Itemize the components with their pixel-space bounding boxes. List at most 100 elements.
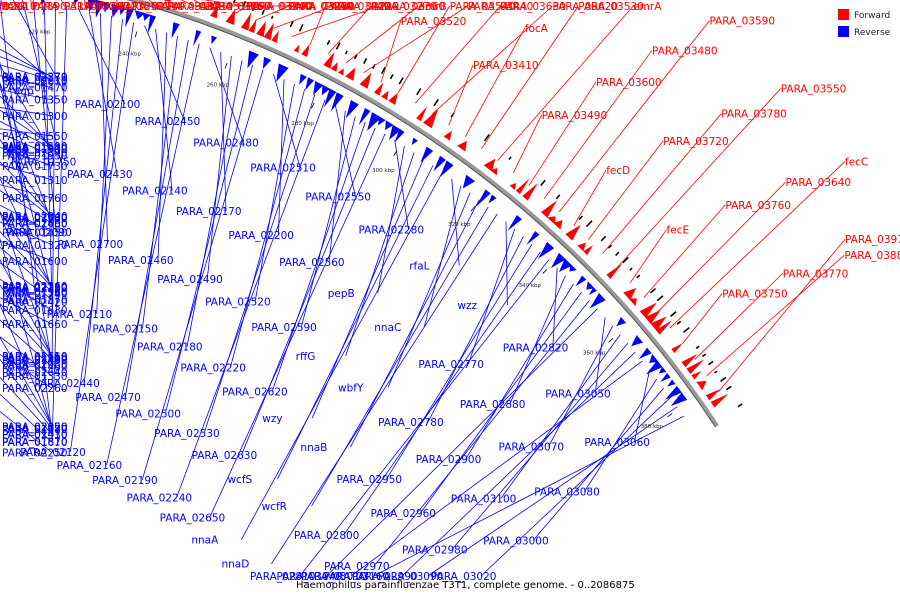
tick-mark xyxy=(470,206,476,212)
leader-line xyxy=(643,204,726,298)
tick-label: 240 kbp xyxy=(119,52,142,58)
gene-label: PARA_02890 xyxy=(1,1,67,13)
forward-feature xyxy=(705,389,721,401)
reverse-feature xyxy=(411,137,418,145)
leader-line xyxy=(386,243,533,480)
forward-feature xyxy=(696,380,707,391)
forward-feature xyxy=(606,263,623,279)
leader-line xyxy=(83,19,123,384)
gene-label: PARA_03210 xyxy=(85,1,151,13)
gene-label: PARA_02090 xyxy=(6,227,72,239)
reverse-feature xyxy=(575,275,587,287)
reverse-feature xyxy=(378,116,386,126)
gene-label: PARA_03170 xyxy=(32,1,98,13)
reverse-feature xyxy=(385,120,394,131)
reverse-feature xyxy=(25,0,27,1)
leader-line xyxy=(0,56,53,77)
gene-label: PARA_02240 xyxy=(127,493,193,505)
gene-label: PARA_03590 xyxy=(709,16,775,28)
gene-label: PARA_03880 xyxy=(844,250,900,262)
leader-line xyxy=(634,369,651,442)
leader-line xyxy=(300,116,356,328)
forward-feature xyxy=(522,183,538,201)
leader-line xyxy=(464,27,526,138)
gc-tick xyxy=(695,345,700,349)
leader-line xyxy=(271,213,498,564)
gene-label: PARA_02160 xyxy=(57,460,123,472)
forward-feature xyxy=(623,287,637,301)
gene-label: PARA_02910 xyxy=(0,1,37,13)
tick-label: 360 kbp xyxy=(583,351,606,357)
gene-label: PARA_02590 xyxy=(251,322,317,334)
leader-line xyxy=(206,56,232,280)
gene-label: PARA_03160 xyxy=(324,571,390,583)
gene-label: PARA_03490 xyxy=(542,110,608,122)
leader-line xyxy=(164,64,253,414)
forward-feature xyxy=(710,393,729,408)
gene-label: PARA_01640 xyxy=(2,142,68,154)
leader-line xyxy=(99,13,108,245)
leader-line xyxy=(345,5,419,64)
gene-label: PARA_03760 xyxy=(725,200,791,212)
gene-label: PARA_01600 xyxy=(2,256,68,268)
reverse-feature xyxy=(559,258,573,272)
leader-line xyxy=(583,378,658,492)
reverse-feature xyxy=(41,0,45,7)
gene-label: PARA_01750 xyxy=(11,156,77,168)
gene-label: PARA_02810 xyxy=(250,571,316,583)
gene-label: PARA_02410 xyxy=(2,429,68,441)
forward-feature xyxy=(330,61,338,72)
leader-line xyxy=(548,325,614,447)
forward-feature xyxy=(337,68,344,76)
reverse-feature xyxy=(638,347,652,359)
leader-line xyxy=(630,229,667,283)
forward-feature xyxy=(256,20,267,38)
leader-line xyxy=(350,360,643,577)
gene-label: PARA_02180 xyxy=(137,342,203,354)
gene-label: hcaT xyxy=(1,1,27,13)
forward-feature xyxy=(553,220,563,230)
forward-feature xyxy=(423,109,439,129)
forward-feature xyxy=(565,224,581,241)
gene-label: PARA_02450 xyxy=(135,116,201,128)
leader-line xyxy=(240,171,443,540)
reverse-feature xyxy=(367,112,382,131)
gene-label: fecD xyxy=(606,165,630,177)
reverse-feature xyxy=(538,241,555,259)
gene-label: PARA_01930 xyxy=(2,429,68,441)
leader-line xyxy=(164,0,168,7)
gene-label: wcfR xyxy=(262,501,287,513)
forward-feature xyxy=(374,82,384,96)
gene-label: PARA_03720 xyxy=(663,136,729,148)
gene-label: focA xyxy=(525,23,549,35)
gene-label: PARA_02380 xyxy=(2,283,68,295)
gene-label: PARA_02800 xyxy=(294,530,360,542)
reverse-feature xyxy=(88,0,97,13)
gene-label: PARA_02040 xyxy=(2,211,68,223)
gene-label: PARA_02150 xyxy=(92,324,158,336)
gene-label: PARA_01320 xyxy=(2,240,68,252)
leader-line xyxy=(0,211,53,359)
gc-tick xyxy=(670,311,677,317)
reverse-feature xyxy=(119,5,127,15)
forward-feature xyxy=(293,44,300,53)
forward-feature xyxy=(323,51,335,69)
gene-label: PARA_02950 xyxy=(337,474,403,486)
leader-line xyxy=(327,5,372,55)
gene-label: PARA_03540 xyxy=(450,1,516,13)
gene-label: PARA_03360 xyxy=(379,1,445,13)
reverse-feature xyxy=(589,292,606,309)
gene-label: PARA_02210 xyxy=(2,75,68,87)
leader-line xyxy=(148,0,156,7)
reverse-feature xyxy=(616,316,627,327)
leader-line xyxy=(431,5,553,115)
gene-label: PARA_03970 xyxy=(845,234,900,246)
gene-label: PARA_02500 xyxy=(115,409,181,421)
gene-label: PARA_01950 xyxy=(2,150,68,162)
leader-line xyxy=(0,237,53,429)
tick-label: 220 kbp xyxy=(28,29,51,35)
gene-label: nnaB xyxy=(300,442,327,454)
reverse-feature xyxy=(475,189,491,207)
reverse-feature xyxy=(389,124,402,140)
tick-label: 380 kbp xyxy=(641,424,664,430)
